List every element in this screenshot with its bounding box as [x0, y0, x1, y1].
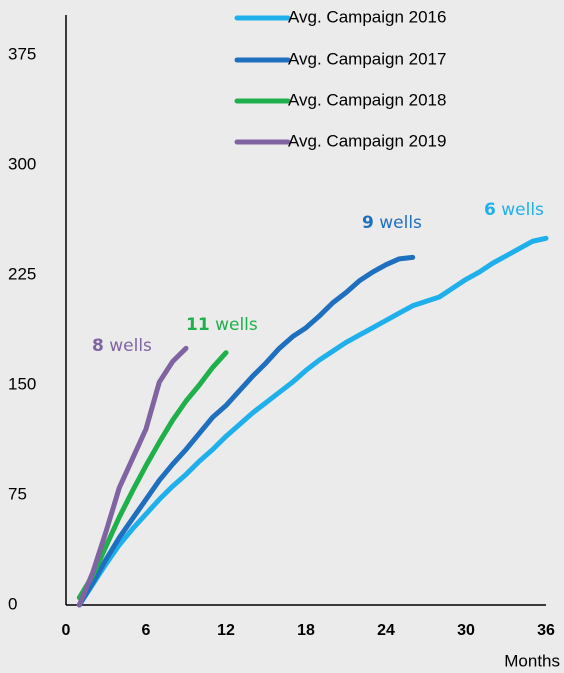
- x-axis-label: Months: [504, 651, 560, 670]
- x-tick-label: 6: [142, 622, 151, 639]
- x-tick-label: 0: [62, 622, 71, 639]
- y-tick-label: 300: [8, 154, 36, 173]
- y-tick-label: 150: [8, 374, 36, 393]
- series-line: [76, 254, 416, 608]
- annotation-count: 9: [362, 213, 374, 233]
- annotation: 11 wells: [186, 315, 258, 335]
- annotation: 8 wells: [92, 336, 152, 356]
- series-line: [76, 350, 229, 601]
- x-tick-label: 12: [217, 622, 235, 639]
- series-line: [76, 345, 189, 608]
- x-tick-label: 36: [537, 622, 555, 639]
- legend-label: Avg. Campaign 2018: [288, 90, 446, 109]
- annotation: 6 wells: [484, 200, 544, 220]
- annotation-count: 8: [92, 336, 104, 356]
- series-line: [76, 235, 549, 608]
- annotation-text: wells: [109, 336, 152, 356]
- annotation-count: 11: [186, 315, 210, 335]
- x-tick-label: 18: [297, 622, 315, 639]
- annotation-text: wells: [379, 213, 422, 233]
- annotation-text: wells: [215, 315, 258, 335]
- y-tick-label: 0: [8, 594, 17, 613]
- x-tick-label: 24: [377, 622, 395, 639]
- annotation: 9 wells: [362, 213, 422, 233]
- annotation-text: wells: [501, 200, 544, 220]
- y-tick-label: 225: [8, 264, 36, 283]
- annotation-count: 6: [484, 200, 496, 220]
- y-tick-label: 75: [8, 484, 27, 503]
- legend-label: Avg. Campaign 2017: [288, 49, 446, 68]
- legend-label: Avg. Campaign 2016: [288, 7, 446, 26]
- y-tick-label: 375: [8, 44, 36, 63]
- x-tick-label: 30: [457, 622, 475, 639]
- legend-label: Avg. Campaign 2019: [288, 131, 446, 150]
